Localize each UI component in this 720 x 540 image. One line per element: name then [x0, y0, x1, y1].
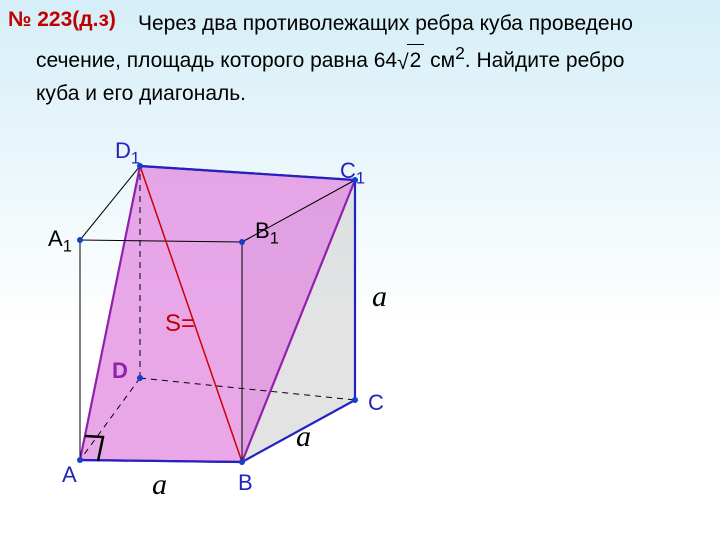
- label-B: B: [238, 470, 253, 496]
- dot-C: [352, 397, 358, 403]
- label-a-CC1: a: [372, 280, 387, 314]
- dot-A1: [77, 237, 83, 243]
- label-S: S=: [165, 310, 195, 338]
- label-C: C: [368, 390, 384, 416]
- cube-diagram: [0, 0, 720, 540]
- dot-B: [239, 459, 245, 465]
- label-a-AB: a: [152, 468, 167, 502]
- label-D1: D1: [115, 138, 140, 168]
- label-C1: C1: [340, 158, 365, 188]
- dot-B1: [239, 239, 245, 245]
- label-D: D: [112, 358, 128, 384]
- label-A: A: [62, 462, 77, 488]
- dot-A: [77, 457, 83, 463]
- dot-D: [137, 375, 143, 381]
- label-A1: A1: [48, 226, 72, 256]
- label-B1: B1: [255, 218, 279, 248]
- label-a-BC: a: [296, 420, 311, 454]
